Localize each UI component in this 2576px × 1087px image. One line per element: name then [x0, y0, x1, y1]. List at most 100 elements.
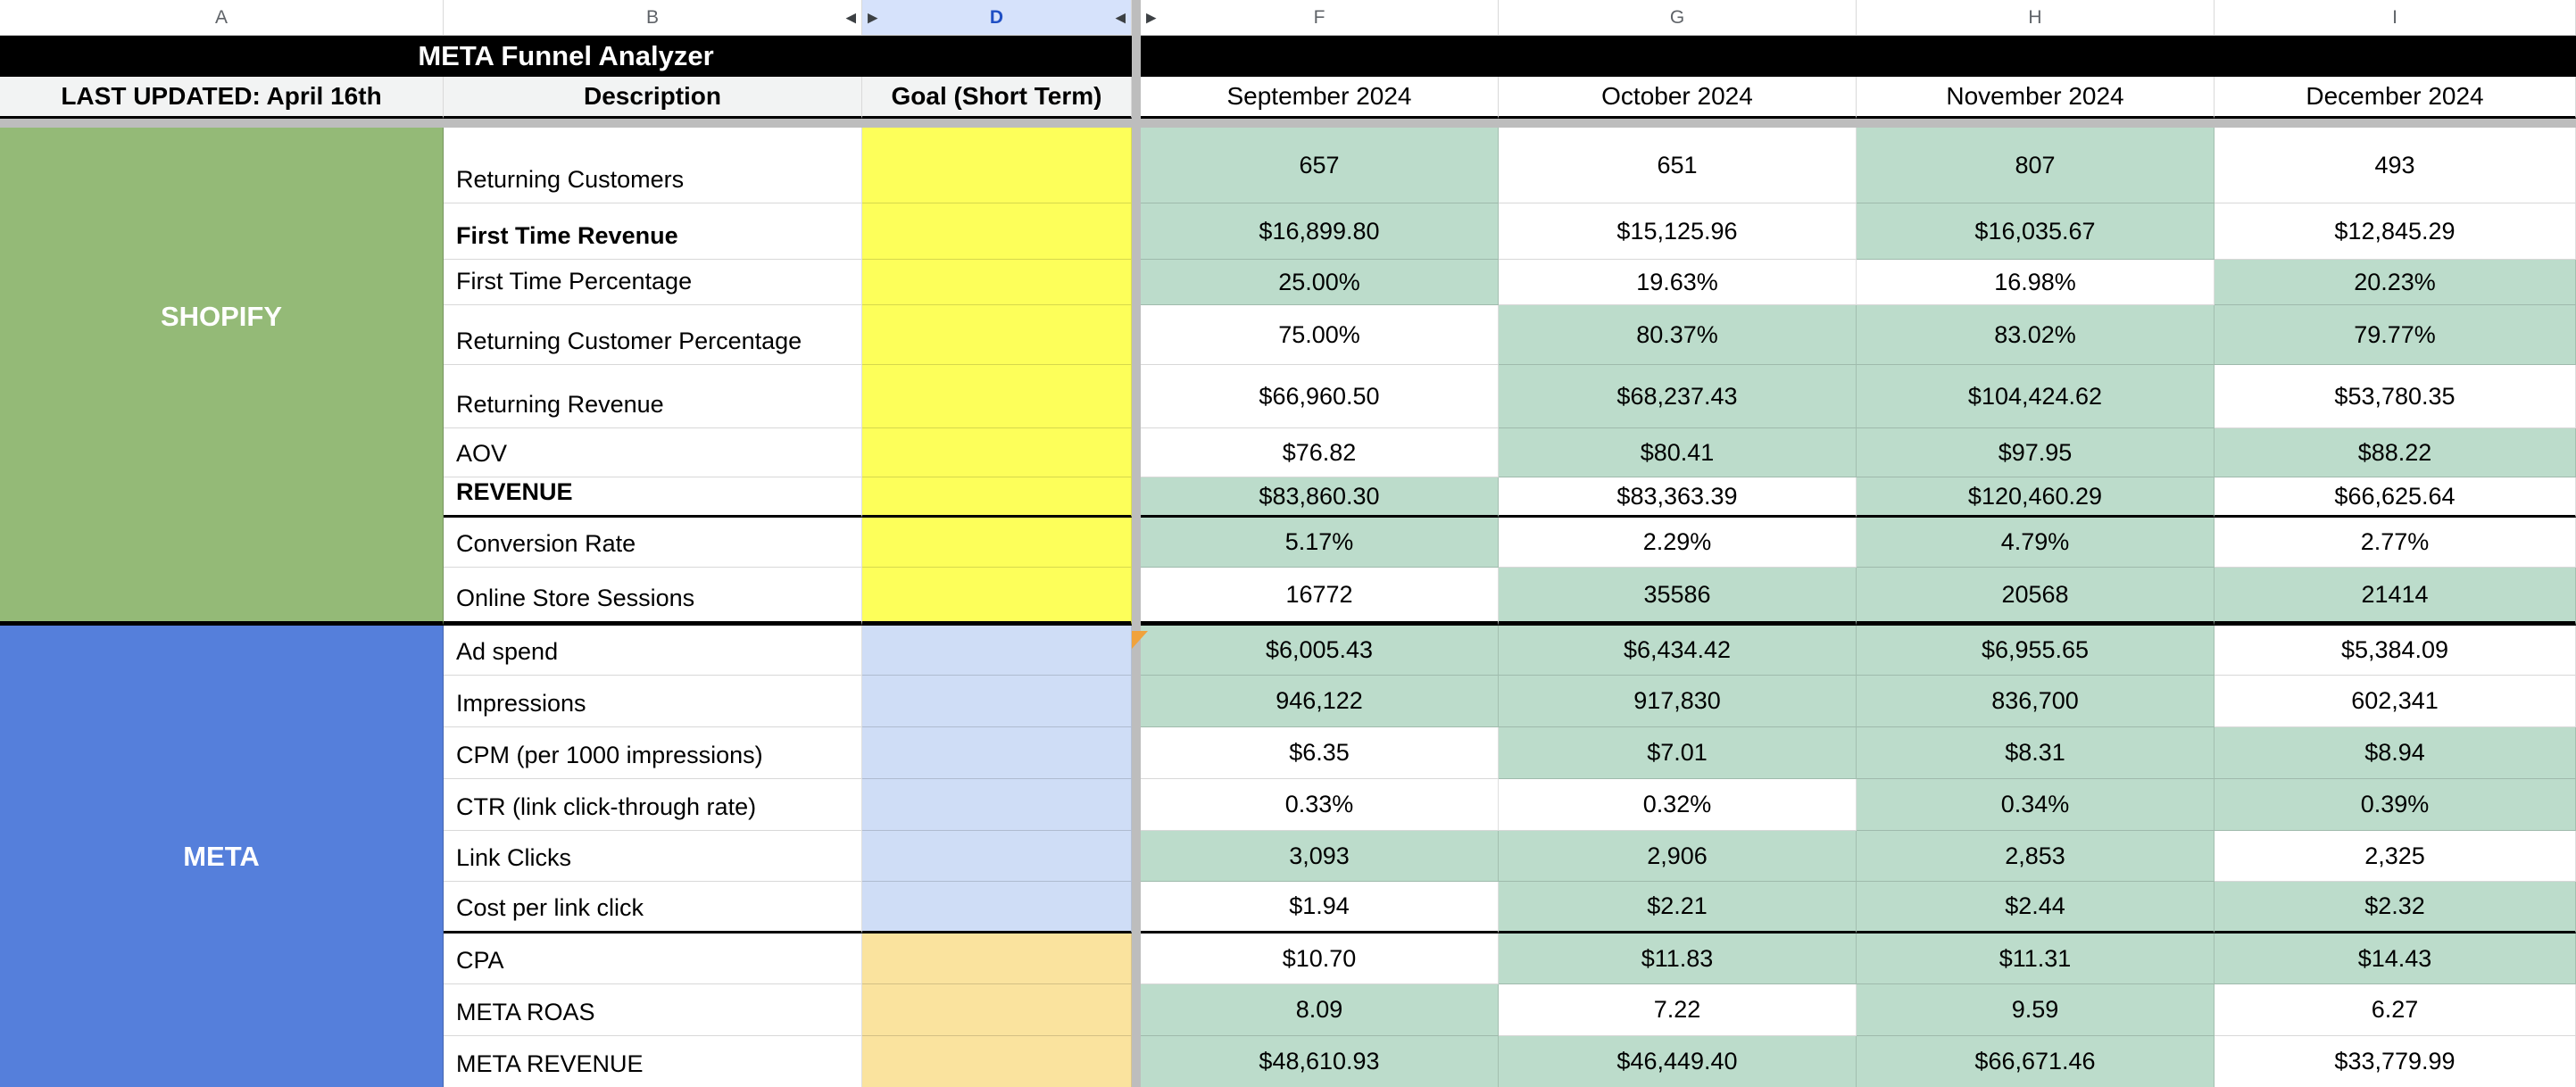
goal-cell[interactable] [862, 518, 1132, 568]
value-cell[interactable]: $53,780.35 [2215, 365, 2576, 428]
value-cell[interactable]: $1.94 [1141, 882, 1499, 933]
value-cell[interactable]: 4.79% [1857, 518, 2215, 568]
value-cell[interactable]: 493 [2215, 128, 2576, 203]
column-header-h[interactable]: H [1857, 0, 2215, 36]
value-cell[interactable]: 8.09 [1141, 984, 1499, 1036]
value-cell[interactable]: 7.22 [1499, 984, 1857, 1036]
value-cell[interactable]: 0.34% [1857, 779, 2215, 831]
row-label-cell[interactable]: Cost per link click [444, 882, 862, 933]
column-header-b[interactable]: B ◀ [444, 0, 862, 36]
goal-cell[interactable] [862, 128, 1132, 203]
goal-cell[interactable] [862, 727, 1132, 779]
value-cell[interactable]: $33,779.99 [2215, 1036, 2576, 1087]
value-cell[interactable]: $12,845.29 [2215, 203, 2576, 260]
column-header-a[interactable]: A [0, 0, 444, 36]
value-cell[interactable]: $16,035.67 [1857, 203, 2215, 260]
month-header-december[interactable]: December 2024 [2215, 77, 2576, 119]
row-label-cell[interactable]: Online Store Sessions [444, 568, 862, 626]
value-cell[interactable]: 79.77% [2215, 305, 2576, 365]
value-cell[interactable]: 657 [1141, 128, 1499, 203]
value-cell[interactable]: $6,434.42 [1499, 626, 1857, 676]
value-cell[interactable]: 651 [1499, 128, 1857, 203]
value-cell[interactable]: $7.01 [1499, 727, 1857, 779]
value-cell[interactable]: 20568 [1857, 568, 2215, 626]
row-label-cell[interactable]: META ROAS [444, 984, 862, 1036]
row-label-cell[interactable]: CTR (link click-through rate) [444, 779, 862, 831]
value-cell[interactable]: 9.59 [1857, 984, 2215, 1036]
value-cell[interactable]: 836,700 [1857, 676, 2215, 727]
month-header-september[interactable]: September 2024 [1141, 77, 1499, 119]
goal-cell[interactable] [862, 779, 1132, 831]
row-label-cell[interactable]: CPM (per 1000 impressions) [444, 727, 862, 779]
goal-cell[interactable] [862, 626, 1132, 676]
value-cell[interactable]: 6.27 [2215, 984, 2576, 1036]
value-cell[interactable]: $8.94 [2215, 727, 2576, 779]
value-cell[interactable]: 0.33% [1141, 779, 1499, 831]
last-updated-cell[interactable]: LAST UPDATED: April 16th [0, 77, 444, 119]
value-cell[interactable]: $120,460.29 [1857, 477, 2215, 518]
value-cell[interactable]: 2.29% [1499, 518, 1857, 568]
value-cell[interactable]: 25.00% [1141, 260, 1499, 305]
column-header-g[interactable]: G [1499, 0, 1857, 36]
value-cell[interactable]: $16,899.80 [1141, 203, 1499, 260]
value-cell[interactable]: $83,363.39 [1499, 477, 1857, 518]
row-label-cell[interactable]: First Time Percentage [444, 260, 862, 305]
value-cell[interactable]: $104,424.62 [1857, 365, 2215, 428]
value-cell[interactable]: 16.98% [1857, 260, 2215, 305]
value-cell[interactable]: 19.63% [1499, 260, 1857, 305]
value-cell[interactable]: 5.17% [1141, 518, 1499, 568]
value-cell[interactable]: 807 [1857, 128, 2215, 203]
value-cell[interactable]: $68,237.43 [1499, 365, 1857, 428]
value-cell[interactable]: 2,325 [2215, 831, 2576, 882]
goal-cell[interactable] [862, 477, 1132, 518]
goal-cell[interactable] [862, 933, 1132, 984]
column-header-f[interactable]: ▶ F [1141, 0, 1499, 36]
value-cell[interactable]: $10.70 [1141, 933, 1499, 984]
value-cell[interactable]: $6,005.43 [1141, 626, 1499, 676]
value-cell[interactable]: 602,341 [2215, 676, 2576, 727]
row-label-cell[interactable]: REVENUE [444, 477, 862, 518]
column-header-i[interactable]: I [2215, 0, 2576, 36]
value-cell[interactable]: $66,625.64 [2215, 477, 2576, 518]
goal-cell[interactable] [862, 305, 1132, 365]
value-cell[interactable]: 3,093 [1141, 831, 1499, 882]
value-cell[interactable]: $15,125.96 [1499, 203, 1857, 260]
value-cell[interactable]: $97.95 [1857, 428, 2215, 477]
goal-cell[interactable] [862, 203, 1132, 260]
goal-cell[interactable] [862, 260, 1132, 305]
value-cell[interactable]: 75.00% [1141, 305, 1499, 365]
value-cell[interactable]: 21414 [2215, 568, 2576, 626]
value-cell[interactable]: $14.43 [2215, 933, 2576, 984]
value-cell[interactable]: $2.32 [2215, 882, 2576, 933]
column-header-d[interactable]: ▶ D ◀ [862, 0, 1132, 36]
value-cell[interactable]: $5,384.09 [2215, 626, 2576, 676]
value-cell[interactable]: 16772 [1141, 568, 1499, 626]
goal-cell[interactable] [862, 984, 1132, 1036]
description-header-cell[interactable]: Description [444, 77, 862, 119]
value-cell[interactable]: $46,449.40 [1499, 1036, 1857, 1087]
value-cell[interactable]: $76.82 [1141, 428, 1499, 477]
goal-cell[interactable] [862, 428, 1132, 477]
value-cell[interactable]: $83,860.30 [1141, 477, 1499, 518]
value-cell[interactable]: 917,830 [1499, 676, 1857, 727]
value-cell[interactable]: 0.32% [1499, 779, 1857, 831]
row-label-cell[interactable]: AOV [444, 428, 862, 477]
goal-cell[interactable] [862, 676, 1132, 727]
value-cell[interactable]: $8.31 [1857, 727, 2215, 779]
value-cell[interactable]: 0.39% [2215, 779, 2576, 831]
value-cell[interactable]: 2,906 [1499, 831, 1857, 882]
value-cell[interactable]: 946,122 [1141, 676, 1499, 727]
row-label-cell[interactable]: CPA [444, 933, 862, 984]
row-label-cell[interactable]: Impressions [444, 676, 862, 727]
row-label-cell[interactable]: Returning Revenue [444, 365, 862, 428]
value-cell[interactable]: $6.35 [1141, 727, 1499, 779]
value-cell[interactable]: $48,610.93 [1141, 1036, 1499, 1087]
meta-group-cell[interactable]: META [0, 626, 444, 1087]
goal-cell[interactable] [862, 1036, 1132, 1087]
row-label-cell[interactable]: Link Clicks [444, 831, 862, 882]
value-cell[interactable]: $66,671.46 [1857, 1036, 2215, 1087]
goal-cell[interactable] [862, 882, 1132, 933]
value-cell[interactable]: $80.41 [1499, 428, 1857, 477]
value-cell[interactable]: $11.31 [1857, 933, 2215, 984]
value-cell[interactable]: 2.77% [2215, 518, 2576, 568]
